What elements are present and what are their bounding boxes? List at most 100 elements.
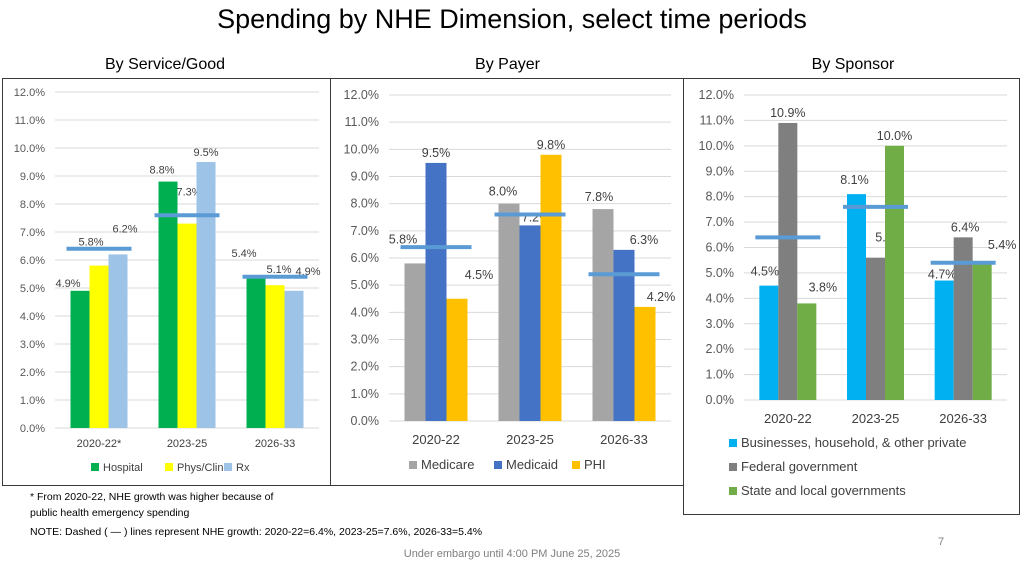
bar — [934, 280, 954, 400]
data-label: 10.0% — [877, 129, 912, 143]
bar — [634, 306, 656, 421]
legend-swatch — [729, 439, 737, 447]
legend-label: State and local governments — [741, 483, 906, 498]
data-label: 4.2% — [647, 290, 676, 304]
x-category-label: 2023-25 — [167, 438, 207, 450]
legend-swatch — [224, 463, 232, 471]
bar — [540, 154, 562, 421]
x-category-label: 2020-22 — [412, 432, 460, 447]
x-category-label: 2020-22 — [764, 411, 812, 426]
x-category-label: 2020-22* — [77, 438, 122, 450]
bar — [613, 249, 635, 421]
y-tick-label: 1.0% — [706, 368, 735, 382]
y-tick-label: 5.0% — [20, 283, 45, 295]
chart-sponsor: 0.0% 1.0% 2.0% 3.0% 4.0% 5.0% 6.0% 7.0% 8.0% 9.0%… — [699, 88, 1017, 498]
y-tick-label: 9.0% — [20, 171, 45, 183]
y-tick-label: 8.0% — [351, 197, 380, 211]
data-label: 5.8% — [78, 237, 103, 249]
bar — [425, 162, 447, 421]
bar — [284, 290, 304, 428]
chart-service-good: 0.0% 1.0% 2.0% 3.0% 4.0% 5.0% 6.0% 7.0% 8.0% 9.0%… — [14, 87, 321, 474]
data-label: 5.1% — [266, 264, 291, 276]
legend-label: Medicare — [421, 457, 474, 472]
x-category-label: 2026-33 — [939, 411, 987, 426]
bar — [519, 225, 541, 421]
data-label: 5.4% — [231, 248, 256, 260]
bar — [847, 194, 866, 400]
bar — [972, 262, 992, 400]
y-tick-label: 9.0% — [351, 170, 380, 184]
data-label: 4.9% — [295, 266, 320, 278]
chart-title-payer: By Payer — [475, 56, 540, 73]
legend-label: Hospital — [103, 462, 143, 474]
footnote-line-1: * From 2020-22, NHE growth was higher be… — [30, 491, 274, 503]
y-tick-label: 7.0% — [706, 215, 735, 229]
y-tick-label: 4.0% — [20, 311, 45, 323]
data-label: 4.5% — [751, 265, 780, 279]
data-label: 4.9% — [55, 278, 80, 290]
data-label: 9.5% — [193, 147, 218, 159]
data-label: 8.8% — [149, 165, 174, 177]
x-category-label: 2026-33 — [255, 438, 295, 450]
y-tick-label: 0.0% — [351, 414, 380, 428]
panel-sponsor: 0.0% 1.0% 2.0% 3.0% 4.0% 5.0% 6.0% 7.0% 8.0% 9.0%… — [683, 78, 1020, 515]
data-label: 3.8% — [809, 280, 838, 294]
slide-title: Spending by NHE Dimension, select time p… — [217, 4, 807, 34]
chart-title-service: By Service/Good — [104, 56, 226, 73]
page-number: 7 — [938, 536, 945, 548]
footnote-line-2: public health emergency spending — [30, 507, 190, 519]
y-tick-label: 0.0% — [706, 393, 735, 407]
y-tick-label: 3.0% — [706, 317, 735, 331]
y-tick-label: 10.0% — [699, 139, 734, 153]
chart-title-sponsor: By Sponsor — [811, 56, 895, 73]
y-tick-label: 5.0% — [351, 278, 380, 292]
y-tick-label: 12.0% — [344, 88, 379, 102]
legend-label: Medicaid — [506, 457, 558, 472]
bar — [246, 276, 266, 428]
bar — [70, 290, 90, 428]
y-tick-label: 9.0% — [706, 164, 735, 178]
data-label: 6.3% — [630, 233, 659, 247]
data-label: 8.1% — [840, 173, 869, 187]
y-tick-label: 8.0% — [706, 190, 735, 204]
x-category-label: 2023-25 — [506, 432, 554, 447]
y-tick-label: 11.0% — [15, 115, 46, 127]
y-tick-label: 5.0% — [706, 266, 735, 280]
bar — [498, 203, 520, 421]
y-tick-label: 6.0% — [20, 255, 45, 267]
panel-payer: 0.0% 1.0% 2.0% 3.0% 4.0% 5.0% 6.0% 7.0% 8.0% 9.0%… — [330, 78, 684, 486]
data-label: 6.4% — [951, 220, 980, 234]
legend-label: PHI — [584, 457, 606, 472]
y-tick-label: 2.0% — [706, 342, 735, 356]
y-tick-label: 2.0% — [20, 367, 45, 379]
legend-swatch — [729, 463, 737, 471]
data-label: 9.8% — [537, 138, 566, 152]
bar — [778, 122, 798, 401]
y-tick-label: 7.0% — [351, 224, 380, 238]
chart-payer: 0.0% 1.0% 2.0% 3.0% 4.0% 5.0% 6.0% 7.0% 8.0% 9.0%… — [344, 88, 676, 472]
y-tick-label: 3.0% — [20, 339, 45, 351]
data-label: 6.2% — [112, 223, 137, 235]
bar — [89, 265, 109, 428]
bar — [265, 285, 285, 428]
y-tick-label: 12.0% — [14, 87, 45, 99]
legend-swatch — [91, 463, 99, 471]
y-tick-label: 1.0% — [351, 387, 380, 401]
bar — [177, 223, 197, 428]
y-tick-label: 10.0% — [344, 142, 379, 156]
bar — [797, 303, 817, 400]
y-tick-label: 2.0% — [351, 360, 380, 374]
y-tick-label: 12.0% — [699, 88, 734, 102]
bar — [592, 209, 614, 421]
bar — [759, 285, 779, 400]
y-tick-label: 8.0% — [20, 199, 45, 211]
legend-swatch — [409, 461, 417, 469]
y-tick-label: 10.0% — [14, 143, 45, 155]
bar — [446, 298, 468, 421]
bar — [866, 257, 885, 400]
bar — [158, 181, 178, 428]
legend-label: Businesses, household, & other private — [741, 435, 966, 450]
embargo-notice: Under embargo until 4:00 PM June 25, 202… — [403, 548, 621, 560]
panel-service-good: 0.0% 1.0% 2.0% 3.0% 4.0% 5.0% 6.0% 7.0% 8.0% 9.0%… — [2, 78, 331, 486]
legend-swatch — [494, 461, 502, 469]
